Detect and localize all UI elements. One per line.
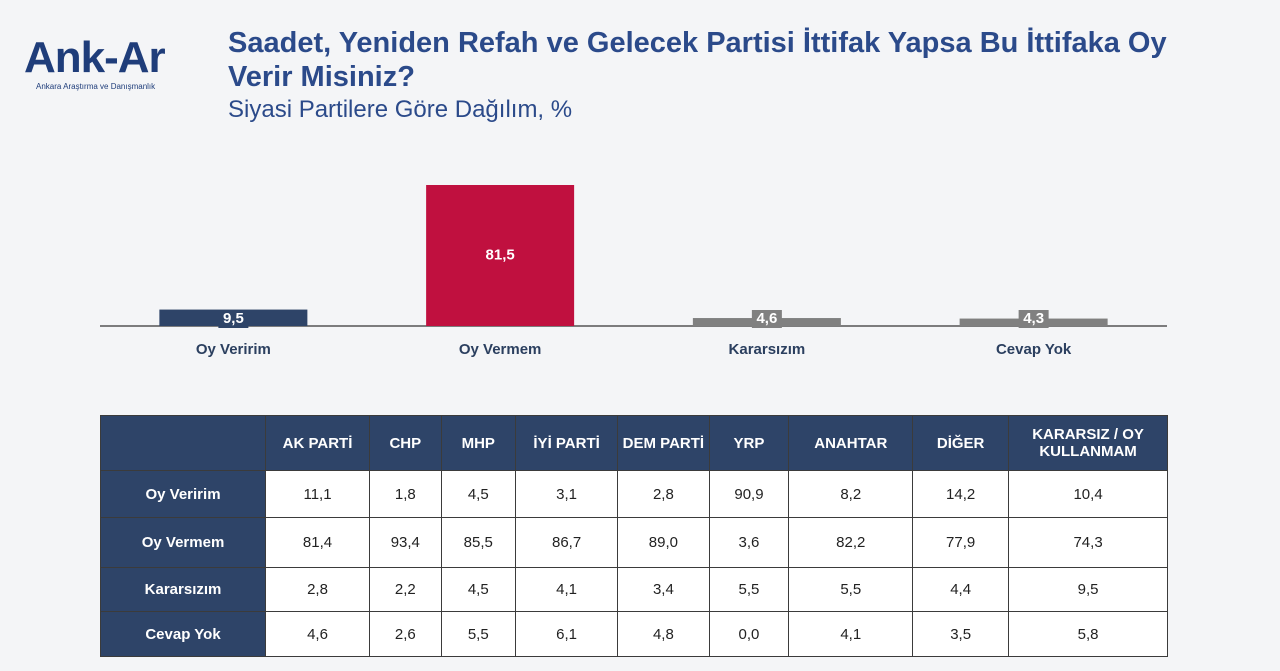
row-label: Oy Veririm <box>99 470 267 518</box>
table-cell: 5,5 <box>788 567 914 612</box>
header-row: AK PARTİ CHP MHP İYİ PARTİ DEM PARTİ YRP ANAHT… <box>99 415 1168 471</box>
table-cell: 2,8 <box>617 470 710 518</box>
logo-name: Ank-Ar <box>24 33 166 82</box>
logo: Ank-Ar Ankara Araştırma ve Danışmanlık <box>24 33 166 92</box>
chart: 9,5 Oy Veririm 81,5 Oy Vermem 4,6 Kararsızım 4… <box>100 185 1167 358</box>
category-label: Kararsızım <box>729 341 806 358</box>
logo-tagline: Ankara Araştırma ve Danışmanlık <box>36 82 156 91</box>
value-label: 81,5 <box>486 246 515 263</box>
chart-title: Saadet, Yeniden Refah ve Gelecek Partisi… <box>228 27 1167 93</box>
bar <box>426 185 575 326</box>
table-cell: 4,4 <box>912 567 1010 612</box>
table-cell: 86,7 <box>514 517 619 568</box>
table-cell: 3,5 <box>912 611 1010 657</box>
table-cell: 3,6 <box>708 517 790 568</box>
table-row: Cevap Yok 4,6 2,6 5,5 6,1 4,8 0,0 4,1 3,5 5,8 <box>99 611 1168 657</box>
table-cell: 4,5 <box>440 567 516 612</box>
chart-subtitle: Siyasi Partilere Göre Dağılım, % <box>228 96 573 123</box>
table-cell: 82,2 <box>788 517 914 568</box>
column-header: KARARSIZ / OY KULLANMAM <box>1008 415 1168 471</box>
value-label: 4,3 <box>1023 310 1044 327</box>
column-header: YRP <box>708 415 790 471</box>
table-cell: 5,8 <box>1008 611 1168 657</box>
table-cell: 2,8 <box>265 567 371 612</box>
table-cell: 5,5 <box>440 611 516 657</box>
column-header: MHP <box>440 415 516 471</box>
table-cell: 4,1 <box>514 567 619 612</box>
table-cell: 11,1 <box>265 470 371 518</box>
table-cell: 3,4 <box>617 567 710 612</box>
corner <box>99 415 267 471</box>
table-cell: 5,5 <box>708 567 790 612</box>
table-cell: 4,6 <box>265 611 371 657</box>
table-cell: 93,4 <box>369 517 442 568</box>
column-header: İYİ PARTİ <box>514 415 619 471</box>
table-cell: 89,0 <box>617 517 710 568</box>
table-cell: 4,8 <box>617 611 710 657</box>
value-label-bg <box>1018 310 1049 328</box>
table-row: Oy Vermem 81,4 93,4 85,5 86,7 89,0 3,6 82,2 77,9… <box>99 517 1168 568</box>
table-row: Kararsızım 2,8 2,2 4,5 4,1 3,4 5,5 5,5 4,4 9,5 <box>99 567 1168 612</box>
table-cell: 81,4 <box>265 517 371 568</box>
table-cell: 9,5 <box>1008 567 1168 612</box>
table-cell: 4,1 <box>788 611 914 657</box>
table-cell: 4,5 <box>440 470 516 518</box>
category-label: Cevap Yok <box>996 341 1072 358</box>
table-row: Oy Veririm 11,1 1,8 4,5 3,1 2,8 90,9 8,2 14,2 10,… <box>99 470 1168 518</box>
table-cell: 0,0 <box>708 611 790 657</box>
value-label-bg <box>751 310 782 328</box>
column-header: CHP <box>369 415 442 471</box>
table-cell: 77,9 <box>912 517 1010 568</box>
column-header: ANAHTAR <box>788 415 914 471</box>
table-cell: 14,2 <box>912 470 1010 518</box>
table-cell: 2,6 <box>369 611 442 657</box>
table-cell: 2,2 <box>369 567 442 612</box>
table-cell: 1,8 <box>369 470 442 518</box>
table-cell: 3,1 <box>514 470 619 518</box>
category-label: Oy Veririm <box>196 341 271 358</box>
data-table: AK PARTİ CHP MHP İYİ PARTİ DEM PARTİ YRP ANAHT… <box>99 415 1168 657</box>
row-label: Kararsızım <box>99 567 267 612</box>
row-label: Oy Vermem <box>99 517 267 568</box>
table-cell: 6,1 <box>514 611 619 657</box>
table-cell: 8,2 <box>788 470 914 518</box>
row-label: Cevap Yok <box>99 611 267 657</box>
value-label-bg <box>218 310 249 328</box>
value-label: 4,6 <box>756 310 777 327</box>
table-cell: 85,5 <box>440 517 516 568</box>
table-cell: 10,4 <box>1008 470 1168 518</box>
table-cell: 90,9 <box>708 470 790 518</box>
category-label: Oy Vermem <box>459 341 542 358</box>
column-header: DEM PARTİ <box>617 415 710 471</box>
value-label: 9,5 <box>223 310 244 327</box>
column-header: DİĞER <box>912 415 1010 471</box>
column-header: AK PARTİ <box>265 415 371 471</box>
table-cell: 74,3 <box>1008 517 1168 568</box>
